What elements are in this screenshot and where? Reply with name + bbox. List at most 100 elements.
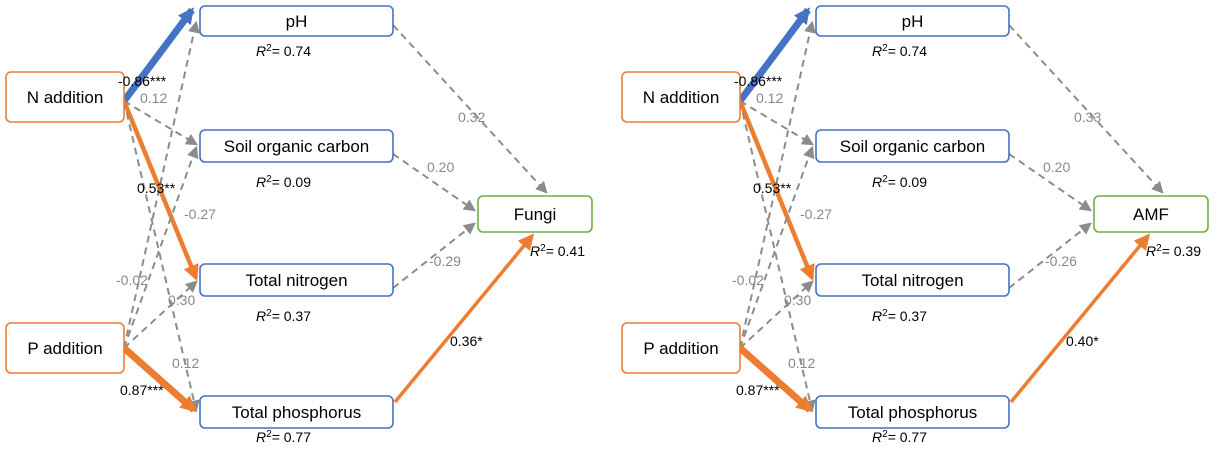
node-n-addition: N addition — [5, 71, 125, 123]
coef-n-addition-to-soil-organic-carbon: 0.12 — [140, 90, 167, 106]
node-soil-organic-carbon-label: Soil organic carbon — [224, 137, 370, 156]
node-ph: pH — [199, 5, 394, 37]
node-total-nitrogen-box — [815, 263, 1010, 297]
path-n-addition-to-total-phosphorus — [739, 100, 816, 413]
coef-ph-to-fungi: 0.32 — [458, 109, 485, 125]
coef-n-addition-to-ph: -0.86*** — [734, 73, 783, 89]
node-ph-label: pH — [902, 12, 924, 31]
path-p-addition-to-total-phosphorus — [121, 345, 197, 413]
coef-p-addition-to-ph: -0.02 — [116, 272, 148, 288]
path-total-nitrogen-to-fungi — [392, 222, 476, 289]
node-p-addition-label: P addition — [27, 339, 102, 358]
node-ph-box — [199, 5, 394, 37]
r2-ph: R2= 0.74 — [872, 43, 927, 60]
coef-soil-organic-carbon-to-amf: 0.20 — [1043, 159, 1070, 175]
path-ph-to-amf — [1008, 24, 1164, 194]
r2-amf: R2= 0.39 — [1146, 243, 1201, 260]
coef-total-phosphorus-to-fungi: 0.36* — [450, 333, 483, 349]
node-amf-box — [1093, 195, 1209, 233]
amf-panel: N addition P addition pH R2= 0.74 Soil organ… — [621, 5, 1209, 446]
r2-total-nitrogen: R2= 0.37 — [256, 308, 311, 325]
node-p-addition: P addition — [621, 322, 741, 374]
path-p-addition-to-ph — [739, 20, 816, 349]
coef-soil-organic-carbon-to-fungi: 0.20 — [427, 159, 454, 175]
coef-total-nitrogen-to-fungi: -0.29 — [429, 253, 461, 269]
r2-total-phosphorus: R2= 0.77 — [872, 429, 927, 446]
path-n-addition-to-ph — [737, 7, 811, 104]
path-p-addition-to-total-phosphorus — [737, 345, 813, 413]
paths — [737, 7, 1164, 413]
node-total-phosphorus: Total phosphorus — [199, 395, 394, 429]
node-total-phosphorus: Total phosphorus — [815, 395, 1010, 429]
node-amf-label: AMF — [1133, 205, 1169, 224]
path-total-nitrogen-to-amf — [1008, 222, 1092, 289]
coef-n-addition-to-total-nitrogen: 0.53** — [137, 180, 176, 196]
coef-p-addition-to-soil-organic-carbon: -0.27 — [800, 206, 832, 222]
node-fungi-box — [477, 195, 593, 233]
node-soil-organic-carbon-box — [815, 129, 1010, 163]
node-soil-organic-carbon-label: Soil organic carbon — [840, 137, 986, 156]
node-n-addition-box — [5, 71, 125, 123]
path-coefficients: -0.86***0.120.53**0.12-0.02-0.270.300.87… — [732, 73, 1101, 398]
path-n-addition-to-total-phosphorus — [123, 100, 200, 413]
path-p-addition-to-total-nitrogen — [739, 280, 814, 349]
coef-p-addition-to-total-phosphorus: 0.87*** — [736, 382, 780, 398]
node-n-addition-label: N addition — [27, 88, 104, 107]
node-total-nitrogen-box — [199, 263, 394, 297]
coef-n-addition-to-soil-organic-carbon: 0.12 — [756, 90, 783, 106]
node-p-addition-box — [5, 322, 125, 374]
coef-p-addition-to-total-phosphorus: 0.87*** — [120, 382, 164, 398]
coef-p-addition-to-total-nitrogen: 0.30 — [168, 292, 195, 308]
path-total-phosphorus-to-fungi — [393, 233, 535, 404]
coef-p-addition-to-ph: -0.02 — [732, 272, 764, 288]
node-total-nitrogen-label: Total nitrogen — [245, 271, 347, 290]
coef-total-phosphorus-to-amf: 0.40* — [1066, 333, 1099, 349]
node-n-addition-box — [621, 71, 741, 123]
r2-soil-organic-carbon: R2= 0.09 — [872, 174, 927, 191]
coef-p-addition-to-soil-organic-carbon: -0.27 — [184, 206, 216, 222]
path-coefficients: -0.86***0.120.53**0.12-0.02-0.270.300.87… — [116, 73, 485, 398]
node-total-phosphorus-label: Total phosphorus — [232, 403, 361, 422]
path-soil-organic-carbon-to-amf — [1008, 153, 1092, 212]
node-soil-organic-carbon-box — [199, 129, 394, 163]
node-soil-organic-carbon: Soil organic carbon — [815, 129, 1010, 163]
node-p-addition-box — [621, 322, 741, 374]
r2-soil-organic-carbon: R2= 0.09 — [256, 174, 311, 191]
path-ph-to-fungi — [392, 24, 548, 194]
r2-fungi: R2= 0.41 — [530, 243, 585, 260]
path-n-addition-to-soil-organic-carbon — [739, 100, 815, 146]
node-total-phosphorus-box — [815, 395, 1010, 429]
node-fungi: Fungi — [477, 195, 593, 233]
coef-ph-to-amf: 0.33 — [1074, 109, 1101, 125]
node-total-phosphorus-box — [199, 395, 394, 429]
node-ph: pH — [815, 5, 1010, 37]
node-soil-organic-carbon: Soil organic carbon — [199, 129, 394, 163]
node-n-addition: N addition — [621, 71, 741, 123]
path-total-phosphorus-to-amf — [1009, 233, 1151, 404]
node-fungi-label: Fungi — [514, 205, 557, 224]
r2-ph: R2= 0.74 — [256, 43, 311, 60]
coef-n-addition-to-total-nitrogen: 0.53** — [753, 180, 792, 196]
fungi-panel: N addition P addition pH R2= 0.74 Soil organ… — [5, 5, 593, 446]
path-p-addition-to-total-nitrogen — [123, 280, 198, 349]
r2-total-nitrogen: R2= 0.37 — [872, 308, 927, 325]
node-total-nitrogen: Total nitrogen — [815, 263, 1010, 297]
coef-n-addition-to-ph: -0.86*** — [118, 73, 167, 89]
paths — [121, 7, 548, 413]
node-ph-label: pH — [286, 12, 308, 31]
r2-total-phosphorus: R2= 0.77 — [256, 429, 311, 446]
coef-n-addition-to-total-phosphorus: 0.12 — [172, 355, 199, 371]
node-total-nitrogen-label: Total nitrogen — [861, 271, 963, 290]
node-p-addition-label: P addition — [643, 339, 718, 358]
node-total-nitrogen: Total nitrogen — [199, 263, 394, 297]
node-amf: AMF — [1093, 195, 1209, 233]
node-n-addition-label: N addition — [643, 88, 720, 107]
coef-n-addition-to-total-phosphorus: 0.12 — [788, 355, 815, 371]
node-p-addition: P addition — [5, 322, 125, 374]
node-ph-box — [815, 5, 1010, 37]
path-n-addition-to-ph — [121, 7, 195, 104]
path-soil-organic-carbon-to-fungi — [392, 153, 476, 212]
nodes: N addition P addition pH R2= 0.74 Soil organ… — [621, 5, 1209, 446]
node-total-phosphorus-label: Total phosphorus — [848, 403, 977, 422]
